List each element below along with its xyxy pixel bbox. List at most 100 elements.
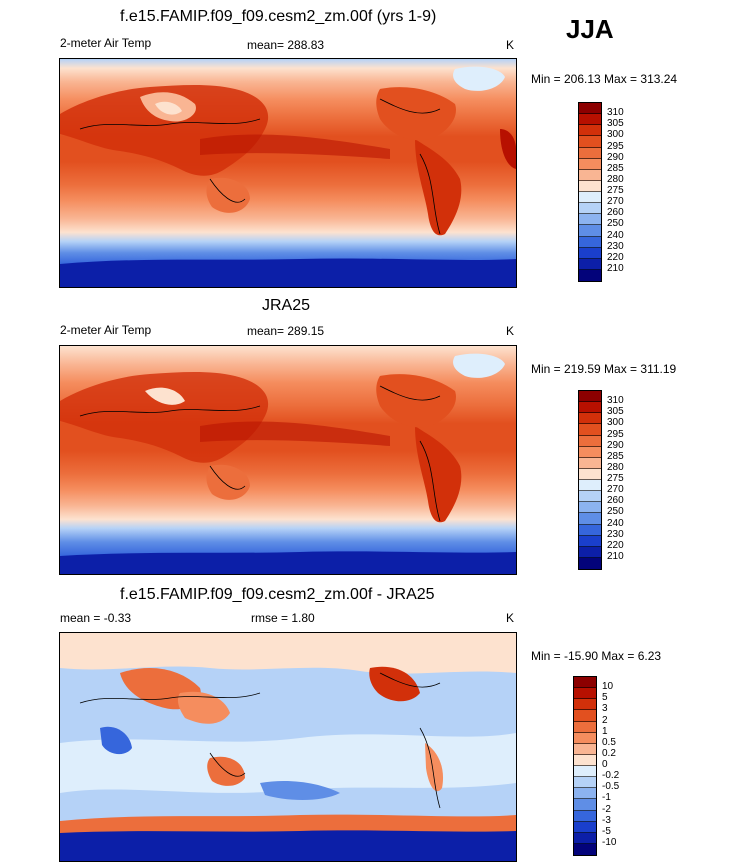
colorbar-tick-label: 210 (607, 550, 624, 562)
colorbar-tick-label: -2 (602, 803, 611, 815)
colorbar-tick-label: 305 (607, 406, 624, 418)
colorbar-tick-label: 250 (607, 218, 624, 230)
colorbar-tick-label: 270 (607, 196, 624, 208)
panel3-colorbar (573, 676, 597, 856)
panel1-variable-label: 2-meter Air Temp (60, 36, 152, 50)
panel1-map-graphic (60, 59, 516, 287)
colorbar-tick-label: 220 (607, 251, 624, 263)
colorbar-swatch (579, 424, 601, 436)
panel2-map-graphic (60, 346, 516, 574)
colorbar-swatch (574, 766, 596, 778)
colorbar-swatch (579, 546, 601, 558)
colorbar-swatch (574, 832, 596, 844)
colorbar-tick-label: 260 (607, 207, 624, 219)
colorbar-tick-label: 270 (607, 484, 624, 496)
colorbar-swatch (579, 535, 601, 547)
colorbar-tick-label: 295 (607, 428, 624, 440)
colorbar-tick-label: 2 (602, 714, 608, 726)
colorbar-swatch (579, 203, 601, 215)
colorbar-tick-label: 3 (602, 703, 608, 715)
colorbar-swatch (579, 269, 601, 281)
colorbar-swatch (574, 754, 596, 766)
colorbar-tick-label: 300 (607, 417, 624, 429)
colorbar-tick-label: 5 (602, 692, 608, 704)
season-label: JJA (566, 14, 614, 44)
colorbar-swatch (579, 114, 601, 126)
panel3-mean-label: mean = -0.33 (60, 611, 132, 625)
panel2-map (59, 345, 517, 575)
panel3-unit-label: K (506, 611, 515, 625)
colorbar-swatch (579, 468, 601, 480)
colorbar-swatch (574, 721, 596, 733)
colorbar-tick-label: 250 (607, 506, 624, 518)
colorbar-tick-label: 280 (607, 173, 624, 185)
colorbar-tick-label: -10 (602, 836, 617, 848)
colorbar-tick-label: 0.2 (602, 747, 616, 759)
colorbar-tick-label: 210 (607, 262, 624, 274)
panel3-map-graphic (60, 633, 516, 861)
colorbar-swatch (579, 236, 601, 248)
colorbar-swatch (579, 180, 601, 192)
colorbar-swatch (579, 557, 601, 569)
panel3-rmse-label: rmse = 1.80 (251, 611, 315, 625)
colorbar-swatch (574, 732, 596, 744)
colorbar-swatch (579, 247, 601, 259)
colorbar-tick-label: 240 (607, 229, 624, 241)
colorbar-swatch (579, 225, 601, 237)
colorbar-swatch (579, 391, 601, 403)
panel1-colorbar (578, 102, 602, 282)
colorbar-tick-label: 0 (602, 759, 608, 770)
colorbar-tick-label: 275 (607, 185, 624, 196)
colorbar-swatch (579, 125, 601, 137)
panel2-unit-label: K (506, 324, 515, 338)
panel2-colorbar (578, 390, 602, 570)
colorbar-tick-label: -0.5 (602, 781, 620, 793)
colorbar-tick-label: 1 (602, 725, 608, 737)
colorbar-swatch (574, 699, 596, 711)
colorbar-swatch (579, 480, 601, 492)
colorbar-swatch (579, 513, 601, 525)
colorbar-tick-label: 220 (607, 539, 624, 551)
colorbar-tick-label: 300 (607, 129, 624, 141)
colorbar-swatch (579, 402, 601, 414)
panel2-variable-label: 2-meter Air Temp (60, 323, 152, 337)
colorbar-tick-label: -5 (602, 825, 611, 837)
colorbar-swatch (574, 710, 596, 722)
colorbar-tick-label: -0.2 (602, 770, 620, 782)
colorbar-swatch (579, 192, 601, 204)
colorbar-tick-label: 310 (607, 107, 624, 119)
colorbar-swatch (579, 446, 601, 458)
colorbar-tick-label: 275 (607, 473, 624, 484)
colorbar-swatch (574, 677, 596, 689)
panel1-mean-label: mean= 288.83 (247, 38, 325, 52)
colorbar-tick-label: 295 (607, 140, 624, 152)
panel2-title: JRA25 (262, 297, 311, 314)
colorbar-swatch (574, 743, 596, 755)
colorbar-swatch (579, 457, 601, 469)
colorbar-swatch (579, 136, 601, 148)
colorbar-swatch (579, 103, 601, 115)
colorbar-tick-label: 285 (607, 162, 624, 174)
colorbar-swatch (574, 810, 596, 822)
colorbar-tick-label: 305 (607, 118, 624, 130)
colorbar-swatch (579, 435, 601, 447)
colorbar-swatch (579, 502, 601, 514)
colorbar-tick-label: 310 (607, 395, 624, 407)
colorbar-swatch (579, 491, 601, 503)
colorbar-tick-label: 260 (607, 495, 624, 507)
panel1-map (59, 58, 517, 288)
panel3-minmax-label: Min = -15.90 Max = 6.23 (531, 649, 662, 663)
colorbar-swatch (579, 147, 601, 159)
colorbar-swatch (579, 158, 601, 170)
panel2-minmax-label: Min = 219.59 Max = 311.19 (531, 362, 677, 376)
colorbar-tick-label: -3 (602, 814, 611, 826)
colorbar-tick-label: 0.5 (602, 736, 616, 748)
colorbar-swatch (574, 788, 596, 800)
colorbar-swatch (574, 799, 596, 811)
panel1-unit-label: K (506, 38, 515, 52)
panel1-title: f.e15.FAMIP.f09_f09.cesm2_zm.00f (yrs 1-… (120, 8, 437, 25)
colorbar-swatch (574, 688, 596, 700)
colorbar-swatch (579, 524, 601, 536)
panel1-minmax-label: Min = 206.13 Max = 313.24 (531, 72, 678, 86)
colorbar-tick-label: 230 (607, 528, 624, 540)
